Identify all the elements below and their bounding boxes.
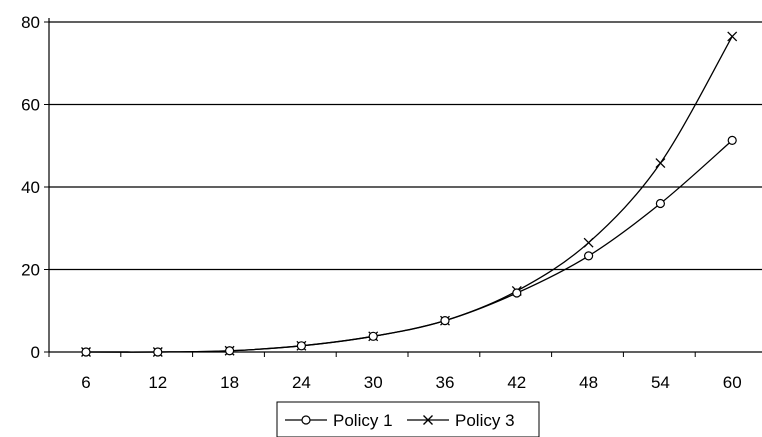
- data-point-policy-1: [583, 251, 594, 261]
- y-tick-label: 40: [21, 178, 40, 197]
- legend-marker-policy-1: [301, 415, 311, 425]
- x-mark-stroke: [423, 415, 433, 425]
- series-line-policy-3: [85, 36, 733, 353]
- x-tick-label: 30: [364, 373, 383, 392]
- legend: Policy 1 Policy 3: [276, 401, 540, 437]
- x-tick-label: 24: [292, 373, 311, 392]
- y-tick-label: 80: [21, 13, 40, 32]
- data-point-policy-1: [153, 347, 163, 357]
- data-point-policy-1: [296, 341, 306, 351]
- x-tick-label: 48: [579, 373, 598, 392]
- legend-label-policy-1: Policy 1: [333, 411, 393, 430]
- data-point-policy-1: [727, 135, 737, 145]
- gridlines: [49, 21, 762, 271]
- x-tick-label: 12: [148, 373, 167, 392]
- data-point-policy-1: [81, 347, 91, 357]
- legend-box: [276, 401, 540, 437]
- data-point-policy-1: [225, 346, 235, 356]
- legend-label-policy-3: Policy 3: [455, 411, 515, 430]
- data-point-policy-3: [727, 31, 738, 42]
- data-point-policy-1: [440, 316, 450, 326]
- series: [81, 31, 738, 357]
- x-tick-label: 36: [436, 373, 455, 392]
- x-mark-stroke: [727, 31, 738, 42]
- x-tick-label: 60: [723, 373, 742, 392]
- y-tick-label: 0: [31, 343, 40, 362]
- y-tick-label: 20: [21, 261, 40, 280]
- data-point-policy-1: [368, 331, 378, 341]
- data-point-policy-1: [655, 198, 666, 209]
- x-tick-labels: 6 12 18 24 30 36 42 48 54 60: [81, 373, 741, 392]
- y-tick-labels: 0 20 40 60 80: [21, 13, 40, 362]
- x-tick-label: 42: [507, 373, 526, 392]
- data-point-policy-3: [655, 158, 666, 169]
- x-tick-label: 6: [81, 373, 90, 392]
- x-tick-label: 18: [220, 373, 239, 392]
- y-tick-label: 60: [21, 96, 40, 115]
- data-point-policy-1: [512, 288, 522, 298]
- series-line-policy-1: [85, 139, 733, 353]
- x-mark-stroke: [655, 158, 666, 169]
- x-tick-label: 54: [651, 373, 670, 392]
- data-point-policy-3: [583, 237, 594, 248]
- legend-marker-policy-3: [423, 415, 433, 425]
- x-mark-stroke: [583, 237, 594, 248]
